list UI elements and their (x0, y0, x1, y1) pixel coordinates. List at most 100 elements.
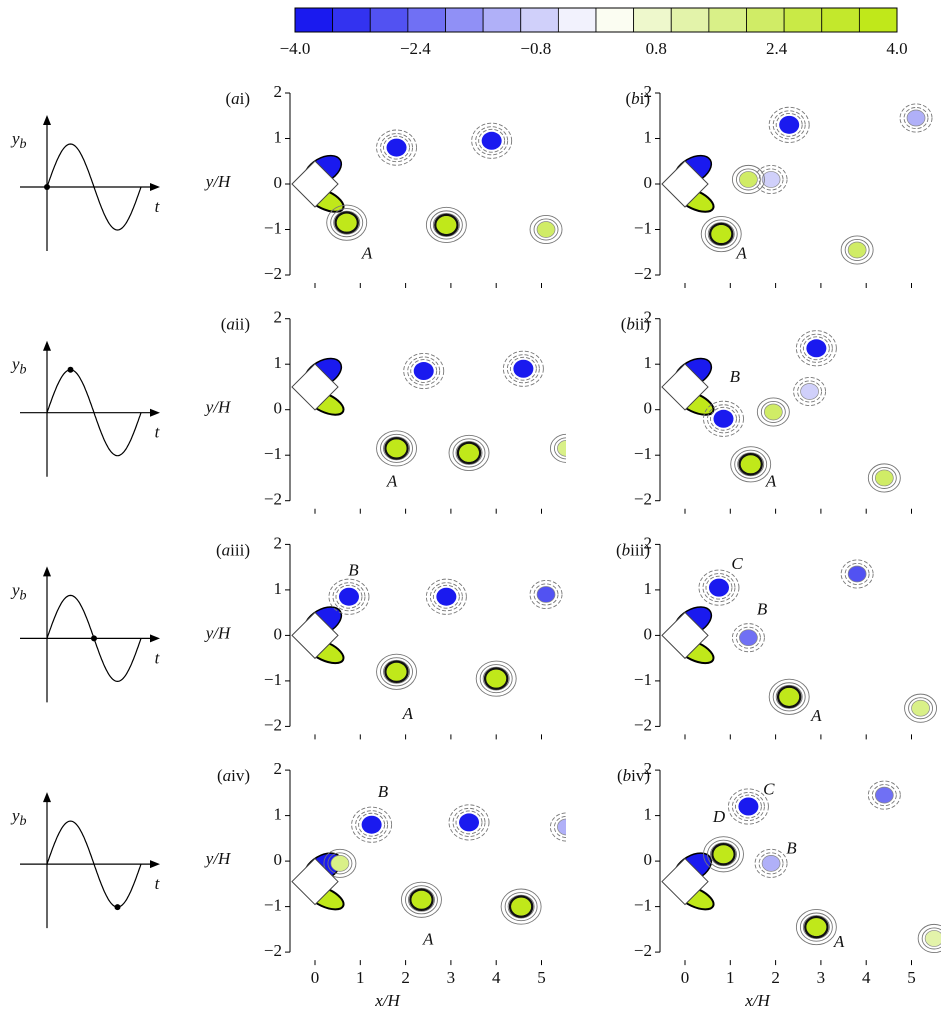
contour (799, 333, 833, 363)
contour (768, 678, 810, 715)
contour (707, 404, 740, 434)
contour (840, 559, 874, 589)
y-tick-label: −1 (634, 444, 652, 463)
vortex-core (386, 439, 407, 458)
panel-label-part: ( (216, 540, 222, 559)
contour (351, 806, 393, 843)
vortex-rim (434, 213, 459, 237)
schematic-y-label: yb (10, 355, 27, 378)
contour (731, 791, 765, 822)
contour (549, 433, 566, 463)
contour (383, 436, 410, 461)
body (661, 857, 709, 906)
vortex-core (924, 930, 941, 947)
vortex-core (486, 669, 507, 688)
vortex-core (413, 362, 434, 381)
vortex-core (536, 221, 556, 238)
panel-label-part: ( (221, 315, 227, 334)
x-tick-label: 2 (401, 968, 410, 987)
colorbar-cell (294, 7, 334, 33)
schematic-arrow (43, 115, 51, 125)
contour (429, 210, 463, 240)
contour (756, 397, 790, 427)
schematic-y-label: yb (10, 806, 27, 829)
panel-label-part: b (626, 315, 635, 334)
contour (407, 356, 441, 386)
contour (799, 912, 833, 942)
vortex-core (459, 813, 480, 832)
y-tick-label: −2 (634, 715, 652, 734)
y-tick-label: 0 (274, 173, 283, 192)
panel-label-part: a (226, 315, 235, 334)
contour (734, 449, 768, 479)
vortex-core (513, 359, 534, 378)
x-tick-label: 2 (771, 968, 780, 987)
panel-label-part: ( (617, 766, 623, 785)
y-axis-label: y/H (204, 398, 232, 417)
annotation: B (786, 839, 797, 858)
y-tick-label: −1 (634, 896, 652, 915)
contour (797, 380, 823, 403)
body (291, 363, 339, 411)
schematic-curve (46, 369, 142, 457)
vortex-core (847, 241, 867, 259)
y-tick-label: −1 (634, 218, 652, 237)
x-axis-label-text: x/H (374, 991, 401, 1010)
panel-label-part: ii) (235, 315, 250, 334)
contour (432, 213, 460, 237)
contour (410, 359, 438, 383)
vortex-core (779, 687, 800, 706)
annotation: A (735, 243, 747, 262)
contour (529, 579, 563, 609)
schematic-arrow (150, 860, 160, 869)
schematic-y-label-sub: b (20, 814, 27, 829)
contour (403, 352, 445, 390)
contour (775, 684, 803, 709)
contour (455, 810, 483, 835)
x-tick-label: 4 (862, 968, 871, 987)
x-tick-label: 4 (492, 968, 501, 987)
contour (506, 354, 540, 384)
contour (917, 923, 941, 953)
colorbar-tick-label: 0.8 (646, 39, 667, 58)
y-tick-label: −1 (634, 670, 652, 689)
colorbar-tick-label: −2.4 (400, 39, 431, 58)
x-tick-label: 5 (907, 968, 916, 987)
contour (921, 927, 941, 950)
body (291, 857, 339, 906)
contour (760, 400, 786, 423)
schematic-y-label-main: y (10, 129, 20, 148)
contour (844, 238, 870, 261)
y-tick-label: −2 (634, 490, 652, 509)
panel-label: (aiv) (217, 766, 250, 785)
y-tick-label: −1 (264, 444, 282, 463)
contour (710, 842, 737, 867)
vortex-core (557, 818, 566, 836)
contour (479, 664, 513, 694)
panel-label: (aiii) (216, 540, 250, 559)
y-tick-label: −1 (264, 218, 282, 237)
schematic-phase-dot (44, 184, 50, 190)
contour (704, 219, 738, 249)
colorbar-tick-label: −0.8 (520, 39, 551, 58)
panel-label-part: b (623, 766, 632, 785)
annotation: A (422, 930, 434, 949)
y-axis-label: y/H (204, 623, 232, 642)
contour (754, 848, 788, 878)
x-axis-label: x/H (374, 991, 401, 1010)
contour (867, 463, 901, 493)
contour (772, 682, 806, 712)
y-tick-label: 2 (644, 308, 653, 327)
schematic-arrow (43, 792, 51, 803)
y-tick-label: 2 (274, 533, 283, 552)
colorbar-cell (746, 7, 785, 33)
panel-label: (bi) (625, 89, 650, 108)
vortex-rim (508, 895, 534, 918)
vortex-core (740, 455, 761, 474)
schematic-y-label-main: y (10, 355, 20, 374)
vortex-core (761, 855, 781, 872)
panel-label: (biii) (616, 540, 650, 559)
y-tick-label: 0 (644, 173, 653, 192)
vortex-core (847, 565, 867, 583)
vortex-core (806, 339, 827, 358)
